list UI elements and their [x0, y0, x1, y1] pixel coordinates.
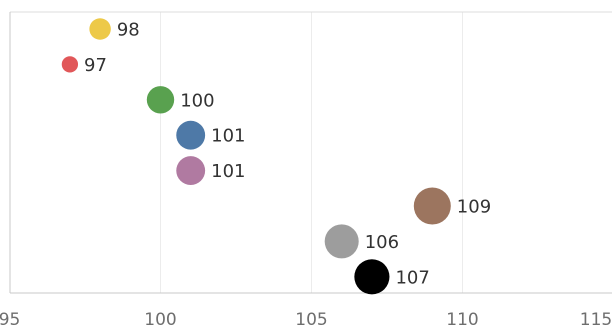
data-label: 98 [117, 20, 140, 41]
data-point [354, 259, 390, 295]
data-label: 107 [395, 267, 429, 288]
x-tick-label: 115 [580, 310, 612, 329]
x-tick-label: 100 [144, 310, 176, 329]
data-point [176, 156, 206, 186]
data-point [61, 56, 79, 73]
x-tick-label: 105 [295, 310, 327, 329]
data-points [61, 18, 451, 295]
data-label: 109 [457, 197, 491, 218]
x-tick-label: 95 [0, 310, 20, 329]
data-label: 101 [211, 161, 245, 182]
data-label: 101 [211, 126, 245, 147]
data-point [324, 224, 359, 259]
data-point [89, 18, 111, 40]
data-label: 97 [84, 55, 107, 76]
data-labels: 98 97 100 101 101 109 106 107 [84, 20, 491, 289]
data-point [146, 86, 175, 114]
data-point [413, 187, 451, 225]
data-point [176, 120, 206, 150]
x-tick-labels: 95 100 105 110 115 [0, 310, 612, 329]
gridlines [160, 12, 463, 293]
axes [9, 11, 612, 294]
data-label: 106 [365, 232, 399, 253]
data-label: 100 [180, 90, 214, 111]
x-tick-label: 110 [446, 310, 478, 329]
